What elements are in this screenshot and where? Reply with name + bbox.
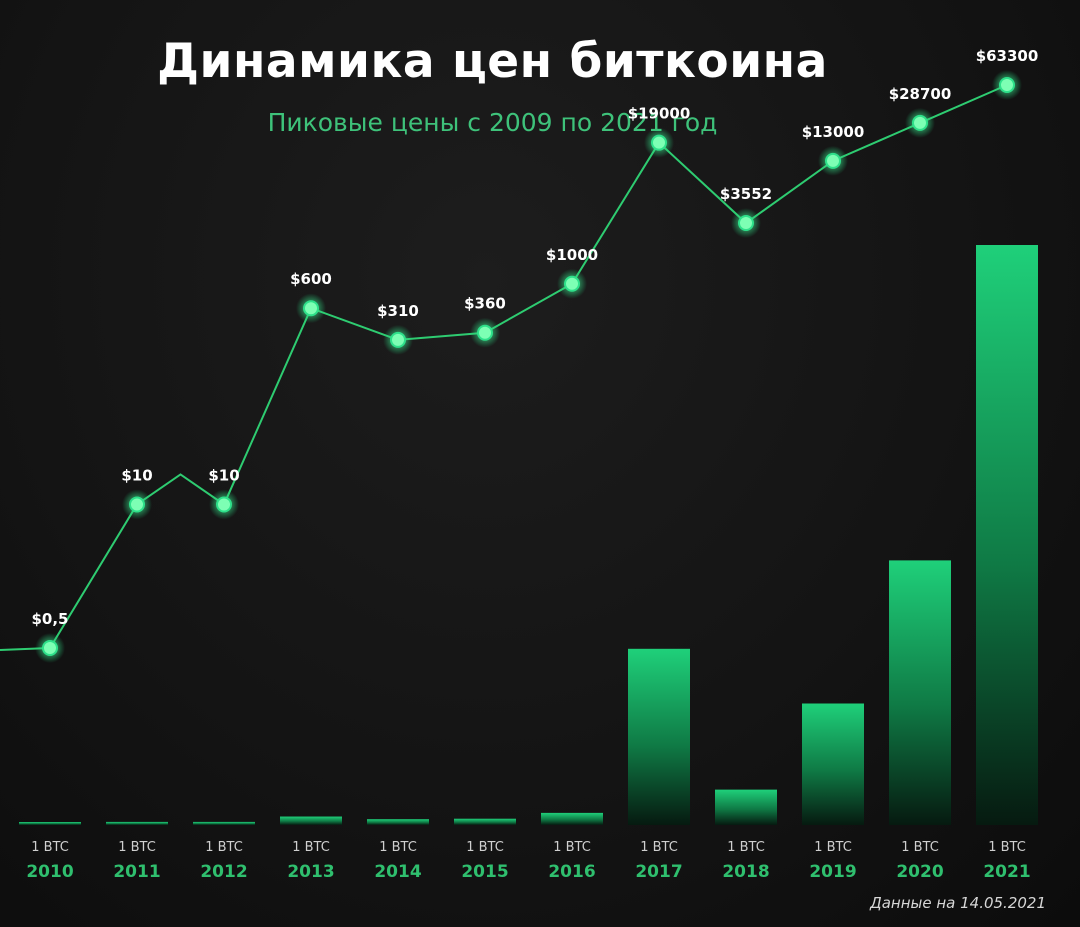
unit-label-2019: 1 BTC bbox=[814, 840, 852, 855]
year-label-2019: 2019 bbox=[809, 862, 856, 882]
chart-subtitle: Пиковые цены с 2009 по 2021 год bbox=[267, 108, 718, 137]
value-label-2010: $0,5 bbox=[31, 610, 68, 628]
bar-2020 bbox=[889, 560, 951, 825]
value-label-2018: $3552 bbox=[720, 185, 772, 203]
unit-label-2015: 1 BTC bbox=[466, 840, 504, 855]
point-2015 bbox=[470, 317, 500, 348]
unit-label-2017: 1 BTC bbox=[640, 840, 678, 855]
bar-2013 bbox=[280, 816, 342, 825]
point-2017 bbox=[644, 127, 674, 158]
point-2010 bbox=[35, 633, 65, 663]
value-label-2014: $310 bbox=[377, 302, 419, 320]
point-2016 bbox=[557, 268, 587, 299]
year-label-2021: 2021 bbox=[983, 862, 1030, 882]
point-2011 bbox=[122, 489, 152, 520]
year-label-2015: 2015 bbox=[461, 862, 508, 882]
unit-label-2014: 1 BTC bbox=[379, 840, 417, 855]
year-label-2017: 2017 bbox=[635, 862, 682, 882]
unit-label-2013: 1 BTC bbox=[292, 840, 330, 855]
unit-label-2010: 1 BTC bbox=[31, 840, 69, 855]
bar-2015 bbox=[454, 818, 516, 825]
point-2020 bbox=[905, 107, 935, 138]
year-label-2014: 2014 bbox=[374, 862, 421, 882]
bar-2021 bbox=[976, 245, 1038, 825]
bar-2012 bbox=[193, 821, 255, 825]
point-2012 bbox=[209, 489, 239, 520]
point-2013 bbox=[296, 293, 326, 324]
unit-label-2021: 1 BTC bbox=[988, 840, 1026, 855]
point-2014 bbox=[383, 324, 413, 355]
value-label-2013: $600 bbox=[290, 270, 332, 288]
value-label-2012: $10 bbox=[208, 466, 239, 484]
unit-label-2020: 1 BTC bbox=[901, 840, 939, 855]
value-label-2016: $1000 bbox=[546, 246, 598, 264]
point-2018 bbox=[731, 208, 761, 239]
value-label-2021: $63300 bbox=[976, 47, 1039, 65]
bar-2016 bbox=[541, 812, 603, 825]
year-label-2011: 2011 bbox=[113, 862, 160, 882]
value-label-2017: $19000 bbox=[628, 105, 691, 123]
data-date-note: Данные на 14.05.2021 bbox=[869, 894, 1046, 912]
year-label-2016: 2016 bbox=[548, 862, 595, 882]
year-label-2010: 2010 bbox=[26, 862, 73, 882]
bar-2019 bbox=[802, 703, 864, 825]
year-label-2012: 2012 bbox=[200, 862, 247, 882]
value-label-2019: $13000 bbox=[802, 123, 865, 141]
price-line bbox=[0, 84, 1008, 651]
unit-label-2012: 1 BTC bbox=[205, 840, 243, 855]
bar-2010 bbox=[19, 821, 81, 825]
year-label-2018: 2018 bbox=[722, 862, 769, 882]
point-2019 bbox=[818, 145, 848, 176]
unit-label-2011: 1 BTC bbox=[118, 840, 156, 855]
bar-2018 bbox=[715, 789, 777, 825]
chart-title: Динамика цен биткоина bbox=[157, 34, 828, 89]
bar-2011 bbox=[106, 821, 168, 825]
value-label-2020: $28700 bbox=[889, 85, 952, 103]
year-label-2020: 2020 bbox=[896, 862, 943, 882]
bar-2017 bbox=[628, 648, 690, 825]
value-label-2011: $10 bbox=[121, 466, 152, 484]
unit-label-2016: 1 BTC bbox=[553, 840, 591, 855]
point-2021 bbox=[992, 70, 1022, 100]
bar-2014 bbox=[367, 819, 429, 825]
value-label-2015: $360 bbox=[464, 295, 506, 313]
unit-label-2018: 1 BTC bbox=[727, 840, 765, 855]
year-label-2013: 2013 bbox=[287, 862, 334, 882]
